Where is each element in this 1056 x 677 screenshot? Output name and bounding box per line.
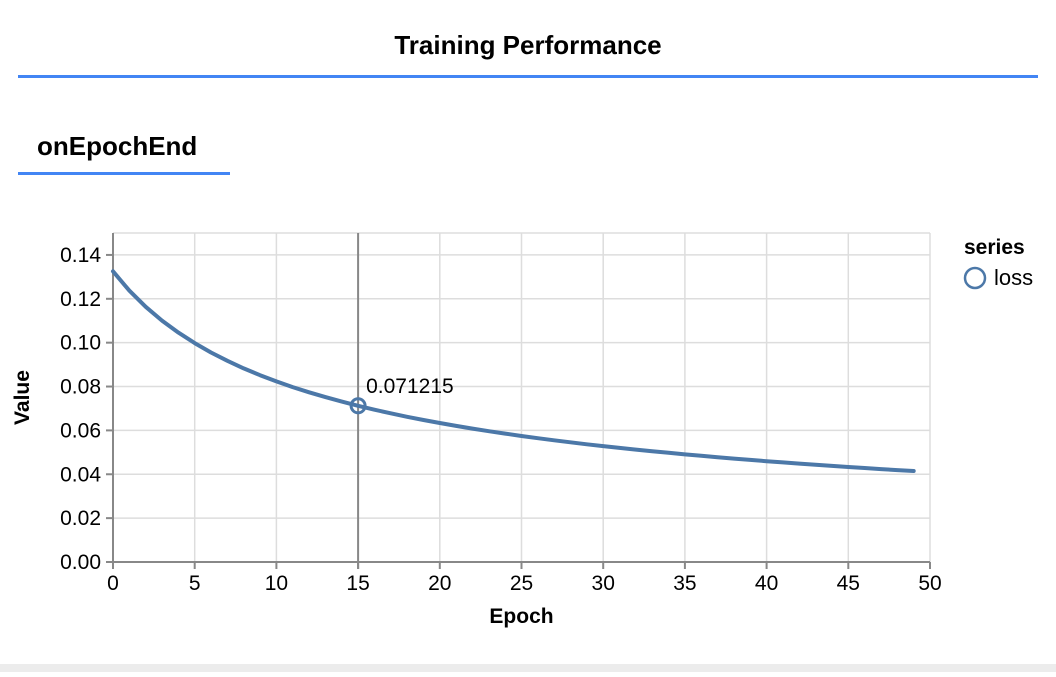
bottom-edge-bar bbox=[0, 664, 1056, 672]
x-tick-label: 50 bbox=[918, 572, 941, 595]
x-tick-label: 5 bbox=[189, 572, 201, 595]
surface-title-underline bbox=[18, 172, 230, 175]
x-tick-label: 45 bbox=[837, 572, 860, 595]
x-axis-title: Epoch bbox=[489, 605, 553, 628]
legend-title: series bbox=[964, 236, 1025, 259]
y-tick-label: 0.14 bbox=[60, 244, 101, 267]
x-tick-label: 40 bbox=[755, 572, 778, 595]
x-tick-label: 20 bbox=[428, 572, 451, 595]
page-title: Training Performance bbox=[394, 30, 662, 60]
surface-title: onEpochEnd bbox=[37, 131, 198, 161]
y-tick-label: 0.02 bbox=[60, 507, 101, 530]
y-tick-label: 0.00 bbox=[60, 551, 101, 574]
datapoint-value-label: 0.071215 bbox=[366, 375, 454, 398]
y-tick-label: 0.06 bbox=[60, 419, 101, 442]
x-tick-label: 30 bbox=[592, 572, 615, 595]
legend-item-loss: loss bbox=[994, 265, 1033, 290]
x-tick-label: 35 bbox=[673, 572, 696, 595]
y-tick-label: 0.08 bbox=[60, 376, 101, 399]
x-tick-label: 0 bbox=[107, 572, 119, 595]
y-tick-label: 0.04 bbox=[60, 463, 101, 486]
legend-symbol-ring bbox=[963, 266, 987, 290]
datapoint-marker[interactable] bbox=[349, 397, 367, 415]
loss-curve bbox=[111, 269, 916, 473]
x-tick-label: 10 bbox=[265, 572, 288, 595]
y-axis-title: Value bbox=[11, 370, 34, 425]
title-divider bbox=[18, 75, 1038, 78]
x-tick-label: 15 bbox=[346, 572, 369, 595]
y-tick-label: 0.10 bbox=[60, 332, 101, 355]
y-tick-label: 0.12 bbox=[60, 288, 101, 311]
x-tick-label: 25 bbox=[510, 572, 533, 595]
